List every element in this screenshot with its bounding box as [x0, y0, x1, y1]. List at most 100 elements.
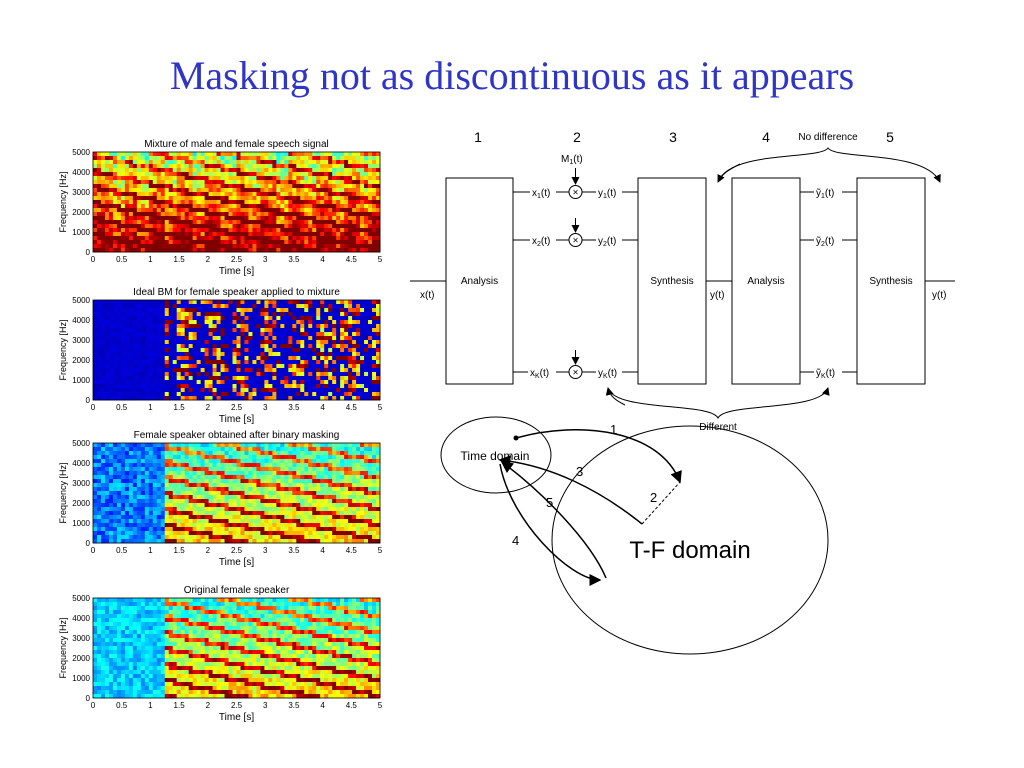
different-label: Different: [699, 422, 737, 433]
arrow-2: [641, 481, 681, 525]
tf-domain-label: T-F domain: [629, 537, 750, 564]
analysis-block-2: [731, 177, 801, 385]
y-tick-label: 1000: [72, 228, 90, 237]
channel-row-1: x1(t) × y1(t) ỹ1(t): [513, 168, 857, 200]
x-tick-label: 0: [91, 546, 96, 555]
y-channel-label: y2(t): [598, 236, 616, 248]
multiply-icon: ×: [573, 368, 579, 379]
synthesis-block-1-label: Synthesis: [650, 276, 693, 287]
y-tick-label: 4000: [72, 316, 90, 325]
processing-diagram: 1 2 3 4 5 No difference x(t) Analysis Sy…: [410, 129, 955, 655]
ytilde-channel-label: ỹ2(t): [816, 236, 834, 248]
x-tick-label: 2.5: [231, 701, 243, 710]
x-tick-label: 1: [148, 255, 153, 264]
spectrogram-title: Ideal BM for female speaker applied to m…: [133, 287, 340, 298]
x-channel-label: x2(t): [532, 236, 550, 248]
stage-number-3: 3: [669, 129, 677, 145]
x-tick-label: 0.5: [116, 255, 128, 264]
y-tick-label: 2000: [72, 208, 90, 217]
no-difference-brace: [717, 147, 941, 183]
x-tick-label: 4.5: [346, 701, 358, 710]
x-tick-label: 2.5: [231, 546, 243, 555]
ytilde-channel-label: ỹK(t): [816, 368, 835, 380]
y-axis-label: Frequency [Hz]: [58, 319, 68, 380]
y-tick-label: 4000: [72, 614, 90, 623]
x-tick-label: 0: [91, 255, 96, 264]
spectrogram-title: Original female speaker: [184, 585, 290, 596]
ytilde-channel-label: ỹ1(t): [816, 188, 834, 200]
spectrogram-heatmap: [93, 443, 381, 544]
y-tick-label: 0: [86, 539, 91, 548]
y-axis-label: Frequency [Hz]: [58, 462, 68, 523]
synthesis-block-2-label: Synthesis: [869, 276, 912, 287]
x-tick-label: 1.5: [174, 255, 186, 264]
arrow-5: [500, 461, 607, 579]
plot-frame: [92, 597, 381, 699]
spectrogram-title: Mixture of male and female speech signal: [144, 139, 329, 150]
x-tick-label: 0: [91, 403, 96, 412]
spectrogram-title: Female speaker obtained after binary mas…: [134, 430, 340, 441]
x-tick-label: 3: [263, 403, 268, 412]
spectrogram-panel-3: Female speaker obtained after binary mas…: [0, 427, 400, 597]
mask-label: M1(t): [561, 154, 583, 166]
channel-row-k: xK(t) × yK(t) ỹK(t): [513, 350, 857, 380]
x-tick-label: 3: [263, 701, 268, 710]
x-tick-label: 0.5: [116, 701, 128, 710]
different-brace-left-arrow: [605, 387, 626, 406]
y-tick-label: 5000: [72, 439, 90, 448]
stage-number-5: 5: [886, 129, 894, 145]
spectrogram-heatmap: [93, 152, 381, 253]
time-domain-label: Time domain: [461, 449, 530, 463]
analysis-block-1: [445, 177, 514, 385]
y-tick-label: 0: [86, 694, 91, 703]
x-tick-label: 3: [263, 255, 268, 264]
x-tick-label: 2: [206, 701, 211, 710]
y-tick-label: 3000: [72, 336, 90, 345]
x-tick-label: 3.5: [288, 546, 300, 555]
arrow-1: [515, 429, 682, 484]
y-tick-label: 3000: [72, 188, 90, 197]
y-channel-label: y1(t): [598, 188, 616, 200]
y-axis-label: Frequency [Hz]: [58, 617, 68, 678]
y-axis-label: Frequency [Hz]: [58, 171, 68, 232]
x-tick-label: 5: [378, 701, 383, 710]
y-tick-label: 1000: [72, 376, 90, 385]
y-tick-label: 5000: [72, 594, 90, 603]
arrow-label-5: 5: [546, 495, 553, 510]
output-label: y(t): [932, 290, 946, 301]
y-tick-label: 3000: [72, 634, 90, 643]
x-tick-label: 1: [148, 403, 153, 412]
y-tick-label: 0: [86, 396, 91, 405]
x-tick-label: 5: [378, 255, 383, 264]
analysis-block-1-label: Analysis: [461, 276, 498, 287]
x-tick-label: 5: [378, 546, 383, 555]
x-tick-label: 4.5: [346, 255, 358, 264]
plot-frame: [92, 442, 381, 544]
x-axis-label: Time [s]: [219, 266, 254, 277]
y-tick-label: 4000: [72, 168, 90, 177]
spectrogram-heatmap: [93, 598, 381, 699]
spectrogram-figure: Original female speaker 5000 4000 3000 2000 1…: [58, 585, 383, 723]
x-channel-label: xK(t): [530, 368, 549, 380]
x-tick-label: 4.5: [346, 403, 358, 412]
x-tick-label: 2.5: [231, 255, 243, 264]
arrow-3: [498, 455, 643, 525]
spectrogram-panel-2: Ideal BM for female speaker applied to m…: [0, 284, 400, 454]
mid-output-label: y(t): [710, 290, 724, 301]
stage-number-2: 2: [573, 129, 581, 145]
y-tick-label: 5000: [72, 148, 90, 157]
y-channel-label: yK(t): [598, 368, 617, 380]
plot-frame: [92, 299, 381, 401]
x-tick-label: 0.5: [116, 546, 128, 555]
y-tick-label: 2000: [72, 499, 90, 508]
tf-domain-ellipse: [551, 425, 829, 655]
x-tick-label: 0: [91, 701, 96, 710]
x-tick-label: 3.5: [288, 255, 300, 264]
x-tick-label: 1: [148, 701, 153, 710]
synthesis-block-2: [856, 177, 926, 385]
x-tick-label: 4: [320, 701, 325, 710]
time-domain-ellipse: [440, 416, 552, 494]
stage-number-1: 1: [474, 129, 482, 145]
x-tick-label: 2: [206, 403, 211, 412]
x-tick-label: 1.5: [174, 403, 186, 412]
